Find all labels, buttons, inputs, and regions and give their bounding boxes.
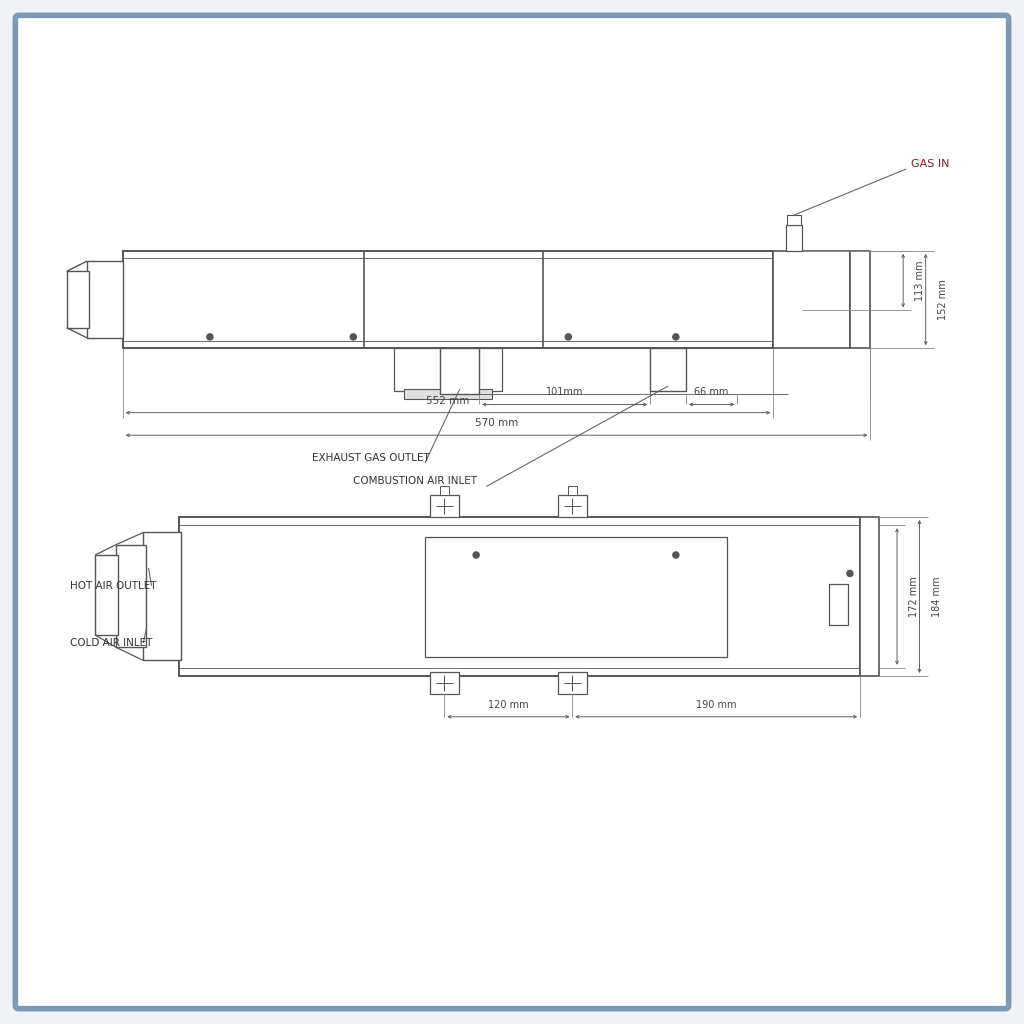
Bar <box>558 672 587 694</box>
Bar <box>95 555 118 635</box>
Text: 570 mm: 570 mm <box>475 418 518 428</box>
Bar <box>123 251 773 348</box>
Circle shape <box>350 334 356 340</box>
Bar <box>116 545 146 647</box>
Circle shape <box>673 334 679 340</box>
Bar <box>425 537 727 657</box>
Bar <box>430 672 459 694</box>
Text: COMBUSTION AIR INLET: COMBUSTION AIR INLET <box>353 476 477 486</box>
Bar <box>860 517 879 676</box>
Bar <box>568 486 577 495</box>
Circle shape <box>847 570 853 577</box>
Bar <box>773 251 850 348</box>
Bar <box>394 348 502 391</box>
Bar <box>404 389 492 399</box>
Bar <box>143 532 181 660</box>
Bar <box>829 584 848 625</box>
Text: HOT AIR OUTLET: HOT AIR OUTLET <box>70 581 156 591</box>
Bar <box>440 486 449 495</box>
Bar <box>430 495 459 517</box>
Text: 184 mm: 184 mm <box>932 577 942 616</box>
Bar <box>67 271 89 328</box>
Text: 66 mm: 66 mm <box>694 387 729 397</box>
Bar <box>787 215 801 225</box>
Text: 190 mm: 190 mm <box>696 699 736 710</box>
Circle shape <box>207 334 213 340</box>
Text: 113 mm: 113 mm <box>915 260 926 301</box>
Text: COLD AIR INLET: COLD AIR INLET <box>70 638 152 648</box>
Text: 120 mm: 120 mm <box>488 699 528 710</box>
Bar <box>440 348 479 394</box>
FancyBboxPatch shape <box>15 15 1009 1009</box>
Bar <box>786 225 802 251</box>
Bar <box>87 261 123 338</box>
Bar <box>179 517 860 676</box>
Text: 101mm: 101mm <box>546 387 584 397</box>
Bar <box>558 495 587 517</box>
Circle shape <box>473 552 479 558</box>
Circle shape <box>565 334 571 340</box>
Text: EXHAUST GAS OUTLET: EXHAUST GAS OUTLET <box>312 453 430 463</box>
Bar <box>850 251 870 348</box>
Text: 172 mm: 172 mm <box>909 577 920 616</box>
Text: 552 mm: 552 mm <box>426 395 470 406</box>
Bar <box>650 348 686 391</box>
Circle shape <box>673 552 679 558</box>
Text: GAS IN: GAS IN <box>911 159 950 169</box>
Text: 152 mm: 152 mm <box>938 280 948 319</box>
